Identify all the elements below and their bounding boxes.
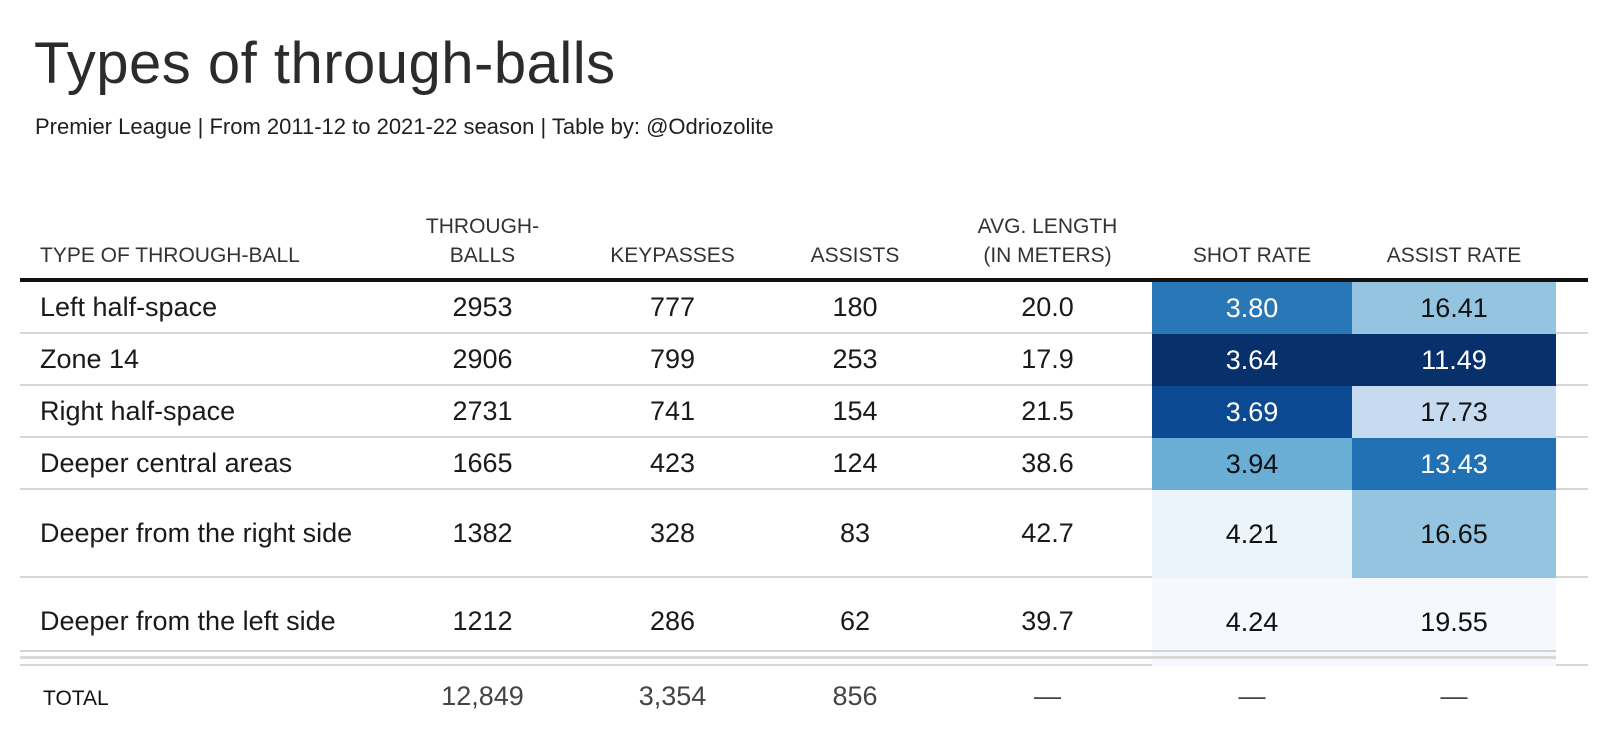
column-header-assists: ASSISTS (810, 244, 900, 267)
table-row: Right half-space 2731 741 154 21.5 3.69 17.73 (20, 386, 1588, 438)
through-balls-table: TYPE OF THROUGH-BALL THROUGH- BALLS KEYPASS… (20, 206, 1588, 666)
column-header-keypasses: KEYPASSES (610, 244, 735, 267)
cell-through-balls: 2953 (452, 291, 513, 322)
column-header-type: TYPE OF THROUGH-BALL (40, 244, 300, 267)
table-row: Deeper central areas 1665 423 124 38.6 3.94 13… (20, 438, 1588, 490)
cell-keypasses: 286 (649, 605, 696, 636)
cell-assist-rate: 17.73 (1352, 386, 1556, 438)
cell-shot-rate: 3.94 (1152, 438, 1352, 490)
table-row: Zone 14 2906 799 253 17.9 3.64 11.49 (20, 334, 1588, 386)
column-header-shot-rate: SHOT RATE (1192, 244, 1312, 267)
footer-keypasses: 3,354 (638, 680, 707, 711)
cell-assist-rate: 11.49 (1352, 334, 1556, 386)
cell-assist-rate: 16.65 (1352, 490, 1556, 578)
cell-assists: 253 (832, 343, 878, 374)
table-footer-row: TOTAL 12,849 3,354 856 — — — (20, 666, 1588, 726)
cell-keypasses: 423 (649, 447, 696, 478)
footer-assists: 856 (832, 680, 878, 711)
column-header-assist-rate: ASSIST RATE (1386, 244, 1522, 267)
cell-keypasses: 741 (649, 395, 696, 426)
cell-through-balls: 1382 (452, 517, 513, 548)
cell-shot-rate: 4.24 (1152, 578, 1352, 666)
cell-avg-length: 21.5 (1021, 395, 1074, 426)
cell-assists: 180 (832, 291, 878, 322)
cell-shot-rate: 3.69 (1152, 386, 1352, 438)
table-row: Left half-space 2953 777 180 20.0 3.80 16.41 (20, 282, 1588, 334)
cell-assist-rate: 13.43 (1352, 438, 1556, 490)
cell-assist-rate: 19.55 (1352, 578, 1556, 666)
cell-assists: 154 (832, 395, 878, 426)
footer-avg-length: — (1034, 680, 1061, 711)
column-header-avg-length: AVG. LENGTH (IN METERS) (977, 215, 1118, 267)
cell-keypasses: 328 (649, 517, 696, 548)
cell-avg-length: 39.7 (1021, 605, 1074, 636)
table-row: Deeper from the left side 1212 286 62 39.7 4.… (20, 578, 1588, 666)
cell-through-balls: 1212 (452, 605, 513, 636)
column-header-through-balls: THROUGH- BALLS (425, 215, 540, 267)
cell-type: Deeper from the right side (40, 518, 353, 548)
table-header-row: TYPE OF THROUGH-BALL THROUGH- BALLS KEYPASS… (20, 206, 1588, 282)
table-row: Deeper from the right side 1382 328 83 42.7 4… (20, 490, 1588, 578)
cell-assists: 124 (832, 447, 878, 478)
cell-type: Zone 14 (40, 344, 140, 374)
cell-assists: 83 (839, 517, 871, 548)
cell-avg-length: 17.9 (1021, 343, 1074, 374)
cell-through-balls: 2731 (452, 395, 513, 426)
footer-shot-rate: — (1238, 680, 1266, 711)
cell-shot-rate: 4.21 (1152, 490, 1352, 578)
cell-keypasses: 799 (649, 343, 696, 374)
footer-type: TOTAL (43, 687, 109, 710)
table-subtitle: Premier League | From 2011-12 to 2021-22… (35, 114, 774, 139)
cell-keypasses: 777 (649, 291, 696, 322)
cell-type: Deeper central areas (40, 448, 293, 478)
cell-type: Deeper from the left side (40, 606, 336, 636)
cell-avg-length: 20.0 (1021, 291, 1074, 322)
table-body: Left half-space 2953 777 180 20.0 3.80 16.41 Zo… (20, 282, 1588, 666)
cell-assist-rate: 16.41 (1352, 282, 1556, 334)
footer-through-balls: 12,849 (441, 680, 524, 711)
cell-avg-length: 42.7 (1021, 517, 1074, 548)
cell-avg-length: 38.6 (1021, 447, 1074, 478)
table-title: Types of through-balls (34, 31, 616, 96)
cell-shot-rate: 3.80 (1152, 282, 1352, 334)
cell-shot-rate: 3.64 (1152, 334, 1352, 386)
cell-type: Right half-space (40, 396, 236, 426)
footer-divider-secondary (20, 656, 1556, 659)
cell-through-balls: 2906 (452, 343, 513, 374)
cell-assists: 62 (839, 605, 871, 636)
footer-assist-rate: — (1440, 680, 1468, 711)
footer-divider (20, 650, 1556, 652)
cell-type: Left half-space (40, 292, 218, 322)
cell-through-balls: 1665 (452, 447, 513, 478)
